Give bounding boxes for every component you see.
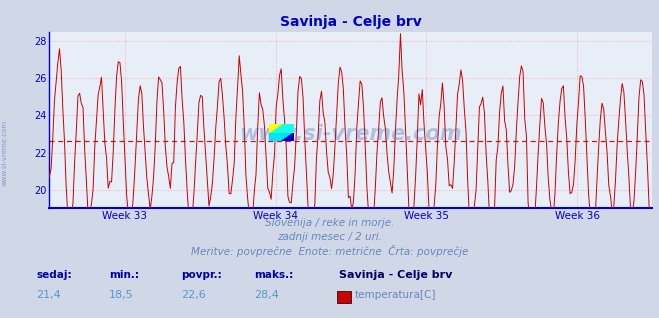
Text: www.si-vreme.com: www.si-vreme.com [240, 124, 462, 144]
Text: 22,6: 22,6 [181, 290, 206, 300]
Text: www.si-vreme.com: www.si-vreme.com [1, 120, 8, 186]
Polygon shape [269, 133, 294, 142]
Text: 28,4: 28,4 [254, 290, 279, 300]
Text: sedaj:: sedaj: [36, 270, 72, 280]
Text: zadnji mesec / 2 uri.: zadnji mesec / 2 uri. [277, 232, 382, 241]
Text: Savinja - Celje brv: Savinja - Celje brv [339, 270, 453, 280]
Text: temperatura[C]: temperatura[C] [355, 290, 436, 300]
Polygon shape [269, 124, 294, 142]
Text: maks.:: maks.: [254, 270, 293, 280]
Text: min.:: min.: [109, 270, 139, 280]
Text: Slovenija / reke in morje.: Slovenija / reke in morje. [265, 218, 394, 228]
Title: Savinja - Celje brv: Savinja - Celje brv [280, 15, 422, 29]
Text: Meritve: povprečne  Enote: metrične  Črta: povprečje: Meritve: povprečne Enote: metrične Črta:… [191, 245, 468, 258]
Polygon shape [269, 124, 294, 133]
Text: 18,5: 18,5 [109, 290, 133, 300]
Text: 21,4: 21,4 [36, 290, 61, 300]
Text: povpr.:: povpr.: [181, 270, 222, 280]
